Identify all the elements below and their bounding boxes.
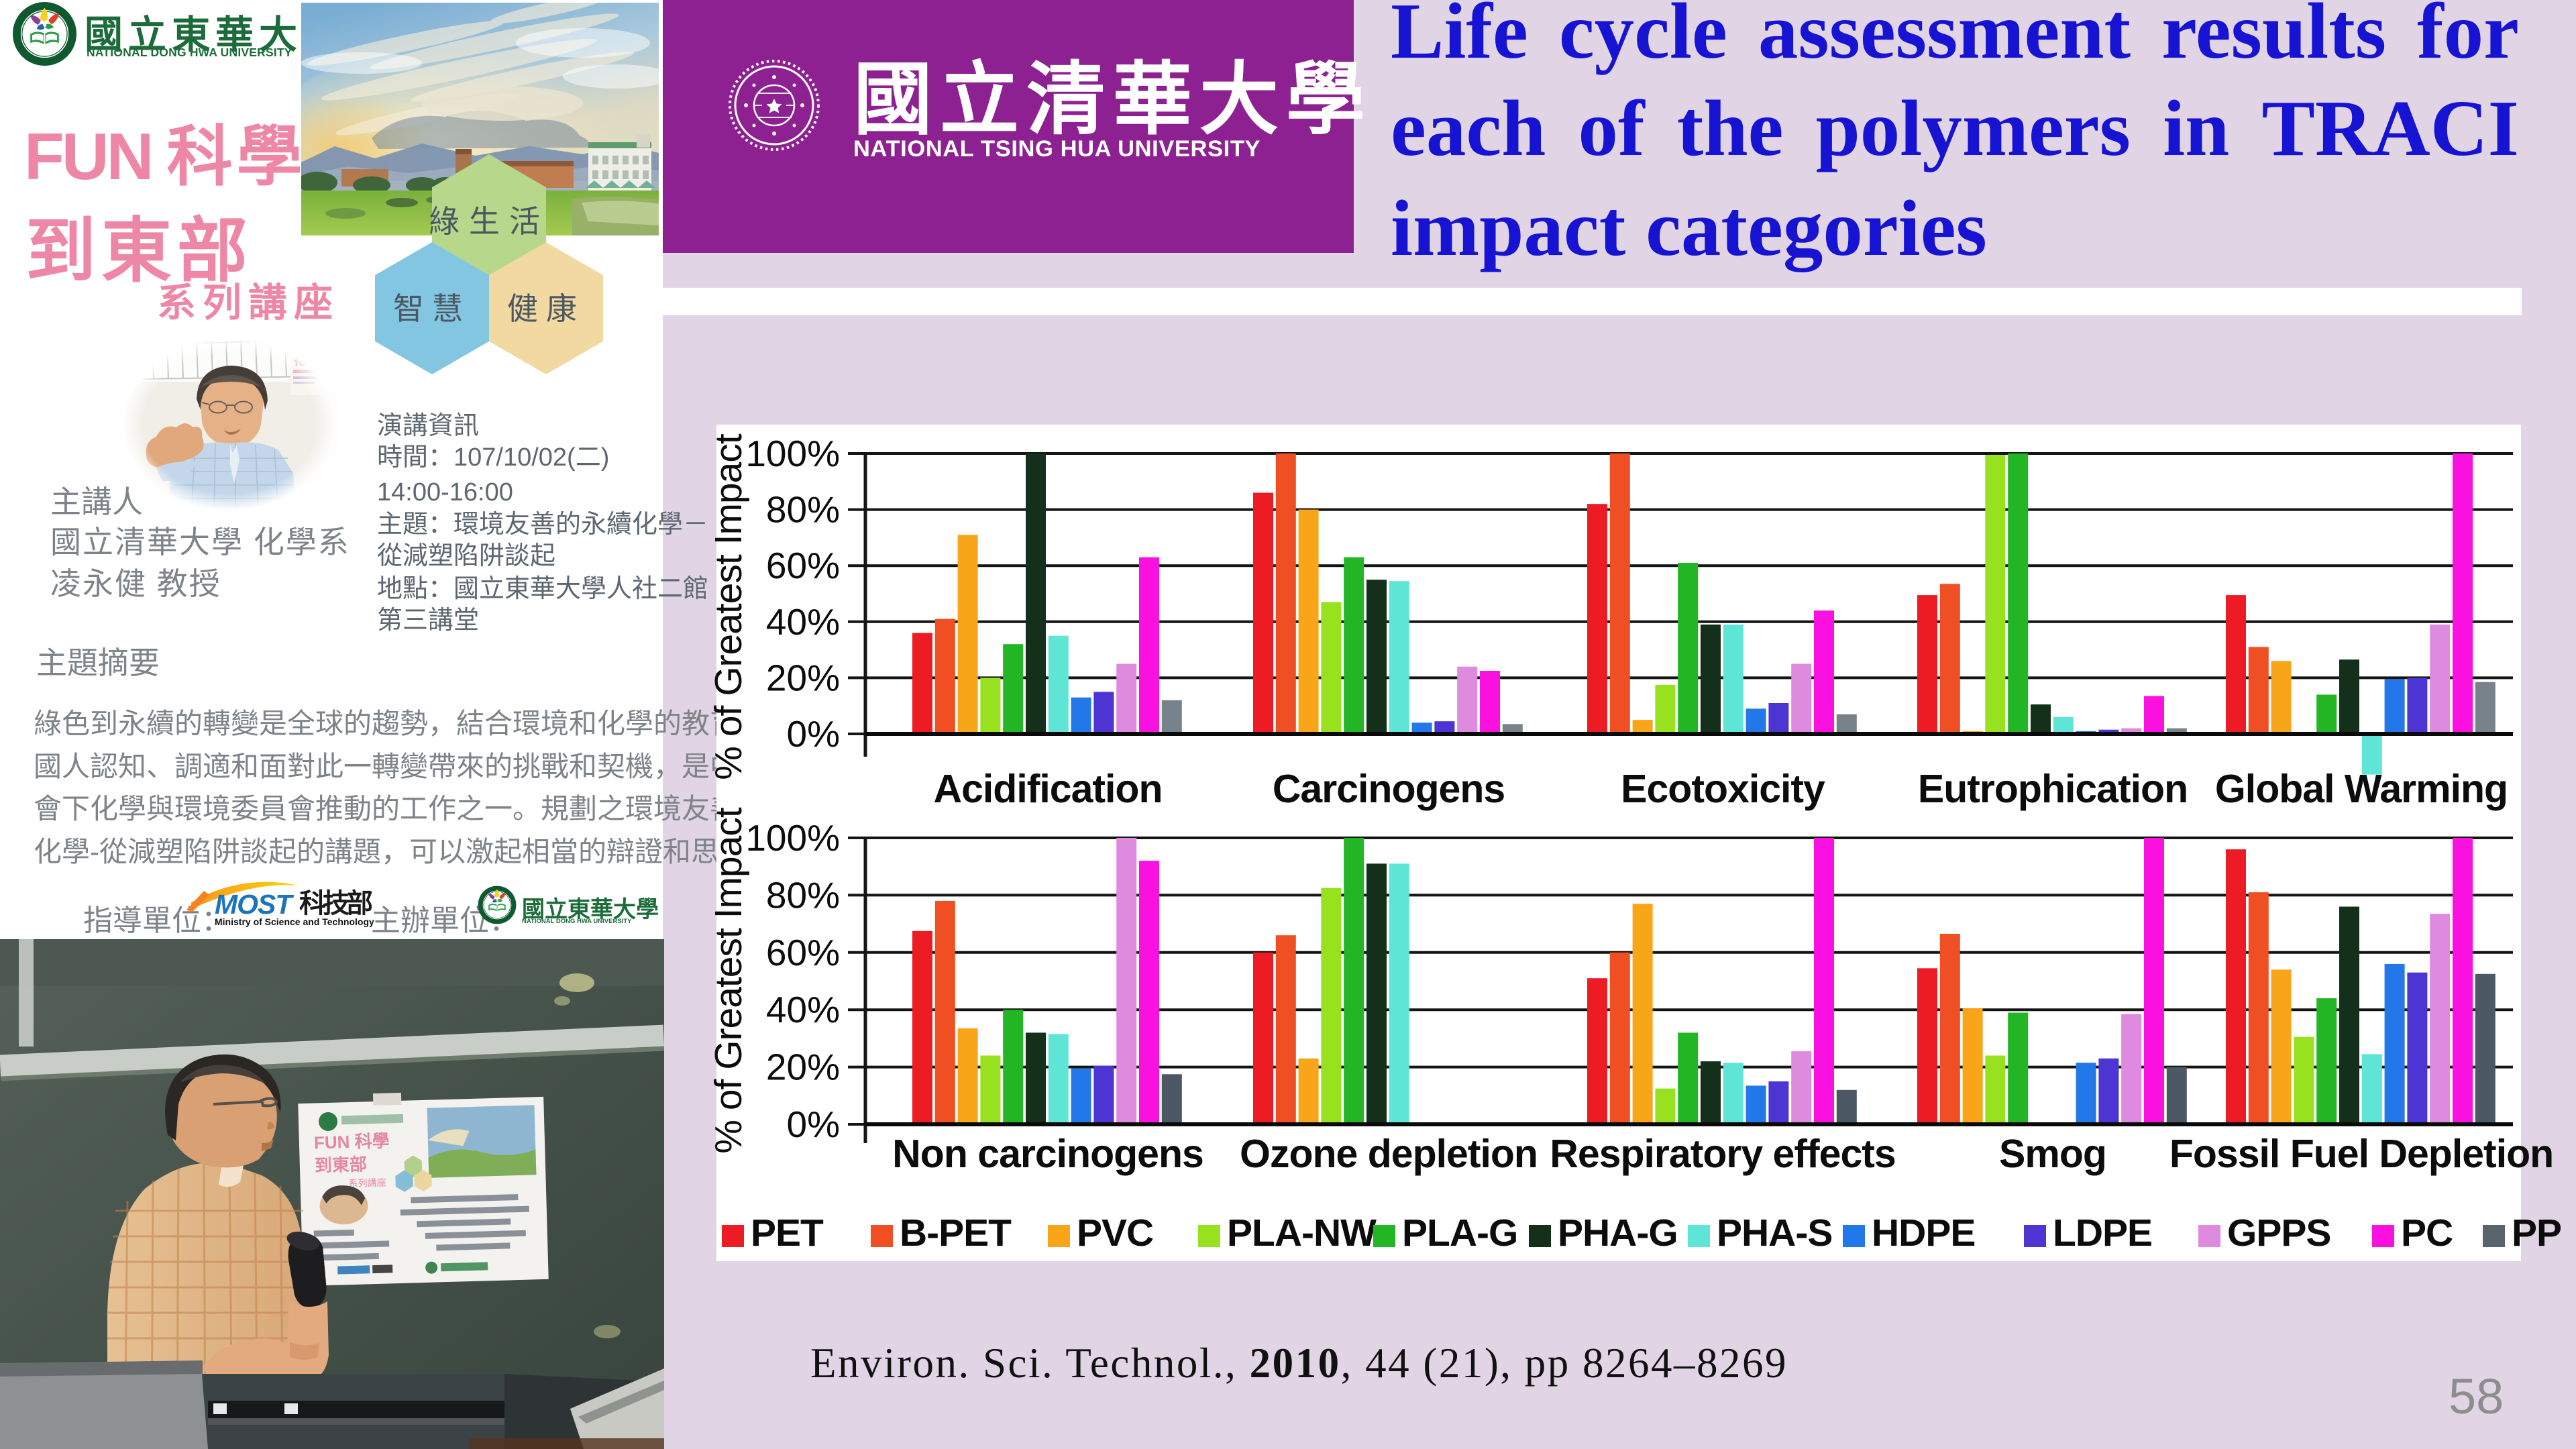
svg-text:20%: 20%: [766, 657, 840, 698]
svg-text:系列講座: 系列講座: [348, 1177, 386, 1189]
svg-text:Ministry of Science and Techno: Ministry of Science and Technology: [215, 916, 374, 927]
svg-text:PHA-S: PHA-S: [1717, 1212, 1832, 1254]
svg-text:Fossil Fuel Depletion: Fossil Fuel Depletion: [2169, 1132, 2553, 1176]
svg-text:20%: 20%: [766, 1046, 840, 1088]
svg-text:MOST: MOST: [215, 889, 294, 920]
svg-text:60%: 60%: [766, 545, 840, 586]
svg-text:Global Warming: Global Warming: [2215, 767, 2508, 811]
svg-text:PP: PP: [2512, 1212, 2561, 1254]
svg-text:GPPS: GPPS: [2227, 1212, 2330, 1254]
svg-text:Ozone depletion: Ozone depletion: [1240, 1132, 1538, 1176]
svg-text:花錢: 花錢: [293, 352, 319, 368]
svg-text:100%: 100%: [745, 433, 840, 474]
svg-text:Eutrophication: Eutrophication: [1918, 767, 2188, 811]
svg-text:Carcinogens: Carcinogens: [1273, 767, 1505, 811]
svg-text:100%: 100%: [745, 817, 840, 859]
svg-text:PLA-NW: PLA-NW: [1227, 1212, 1377, 1254]
svg-text:智慧: 智慧: [393, 291, 471, 326]
svg-text:綠生活: 綠生活: [429, 204, 549, 239]
svg-text:Ecotoxicity: Ecotoxicity: [1621, 767, 1825, 811]
svg-text:PVC: PVC: [1077, 1212, 1153, 1254]
svg-text:PHA-G: PHA-G: [1558, 1212, 1678, 1254]
svg-text:HDPE: HDPE: [1872, 1212, 1975, 1254]
svg-text:科技部: 科技部: [299, 889, 372, 918]
svg-text:Smog: Smog: [1999, 1132, 2106, 1176]
svg-text:到東部: 到東部: [314, 1154, 367, 1175]
svg-text:LDPE: LDPE: [2053, 1212, 2152, 1254]
svg-text:B-PET: B-PET: [900, 1212, 1012, 1254]
svg-text:FUN 科學: FUN 科學: [314, 1130, 390, 1152]
svg-text:40%: 40%: [766, 989, 840, 1030]
svg-text:40%: 40%: [766, 601, 840, 643]
svg-text:Respiratory effects: Respiratory effects: [1550, 1132, 1896, 1176]
svg-text:PC: PC: [2401, 1212, 2453, 1254]
svg-text:% of Greatest Impact: % of Greatest Impact: [707, 807, 750, 1154]
svg-text:80%: 80%: [766, 489, 840, 531]
svg-text:Acidification: Acidification: [933, 767, 1162, 811]
svg-text:0%: 0%: [787, 1104, 841, 1145]
svg-text:PLA-G: PLA-G: [1402, 1212, 1517, 1254]
svg-text:健康: 健康: [507, 291, 585, 326]
svg-text:80%: 80%: [766, 874, 840, 916]
svg-text:60%: 60%: [766, 932, 840, 973]
svg-text:0%: 0%: [787, 713, 841, 755]
svg-text:PET: PET: [751, 1212, 824, 1254]
svg-text:Non carcinogens: Non carcinogens: [892, 1132, 1203, 1176]
svg-text:% of Greatest Impact: % of Greatest Impact: [707, 433, 750, 780]
